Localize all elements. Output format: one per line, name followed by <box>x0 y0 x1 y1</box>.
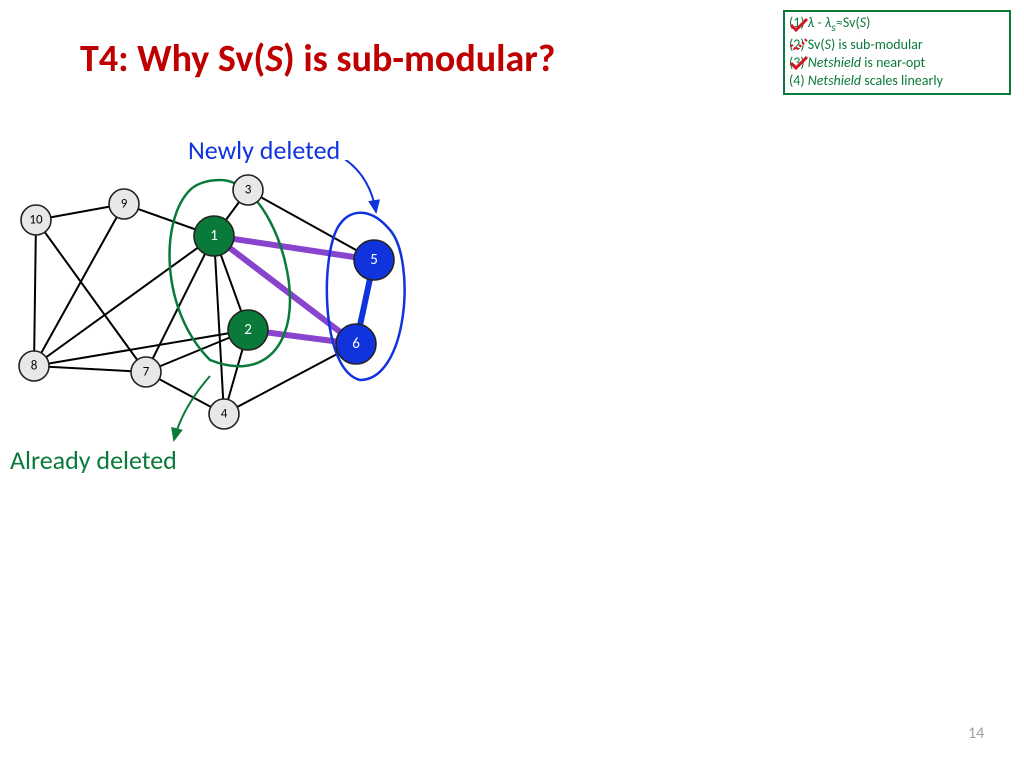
edge <box>34 220 36 366</box>
arrow-already-deleted <box>174 376 210 440</box>
legend-text-4: (4) Netshield scales linearly <box>789 72 943 90</box>
slide-title: T4: Why Sv(S) is sub-modular? <box>80 36 555 82</box>
title-ital: S <box>265 36 283 82</box>
title-prefix: T4: Why Sv( <box>80 36 265 82</box>
graph-node-label: 5 <box>370 251 378 269</box>
network-graph: 10 9 3 1 5 2 6 8 7 4 <box>0 160 460 480</box>
legend-box: (1) λ - λs≈Sv(S) (2) Sv(S) is sub-modula… <box>783 10 1011 95</box>
arrows-layer <box>174 160 376 440</box>
legend-text-2: (2) Sv(S) is sub-modular <box>789 36 923 54</box>
edge <box>214 236 224 414</box>
graph-node-label: 10 <box>29 213 43 228</box>
page-number: 14 <box>968 724 984 743</box>
graph-node-label: 1 <box>210 227 218 245</box>
legend-row-2: (2) Sv(S) is sub-modular <box>789 36 1005 54</box>
title-suffix: ) is sub-modular? <box>283 36 555 82</box>
edge <box>34 366 146 372</box>
graph-node-label: 7 <box>143 365 150 380</box>
graph-node-label: 8 <box>31 359 38 374</box>
check-solid-icon <box>789 55 809 71</box>
graph-node-label: 6 <box>352 335 360 353</box>
arrow-newly-deleted <box>340 160 376 212</box>
check-solid-icon <box>789 17 809 33</box>
legend-text-3: (3) Netshield is near-opt <box>789 54 925 72</box>
graph-node-label: 3 <box>245 183 252 198</box>
graph-node-label: 2 <box>244 321 252 339</box>
legend-row-4: (4) Netshield scales linearly <box>789 72 1005 90</box>
graph-node-label: 4 <box>221 407 228 422</box>
legend-row-3: (3) Netshield is near-opt <box>789 54 1005 72</box>
check-dotted-icon <box>789 37 809 53</box>
legend-row-1: (1) λ - λs≈Sv(S) <box>789 14 1005 36</box>
graph-node-label: 9 <box>121 197 128 212</box>
